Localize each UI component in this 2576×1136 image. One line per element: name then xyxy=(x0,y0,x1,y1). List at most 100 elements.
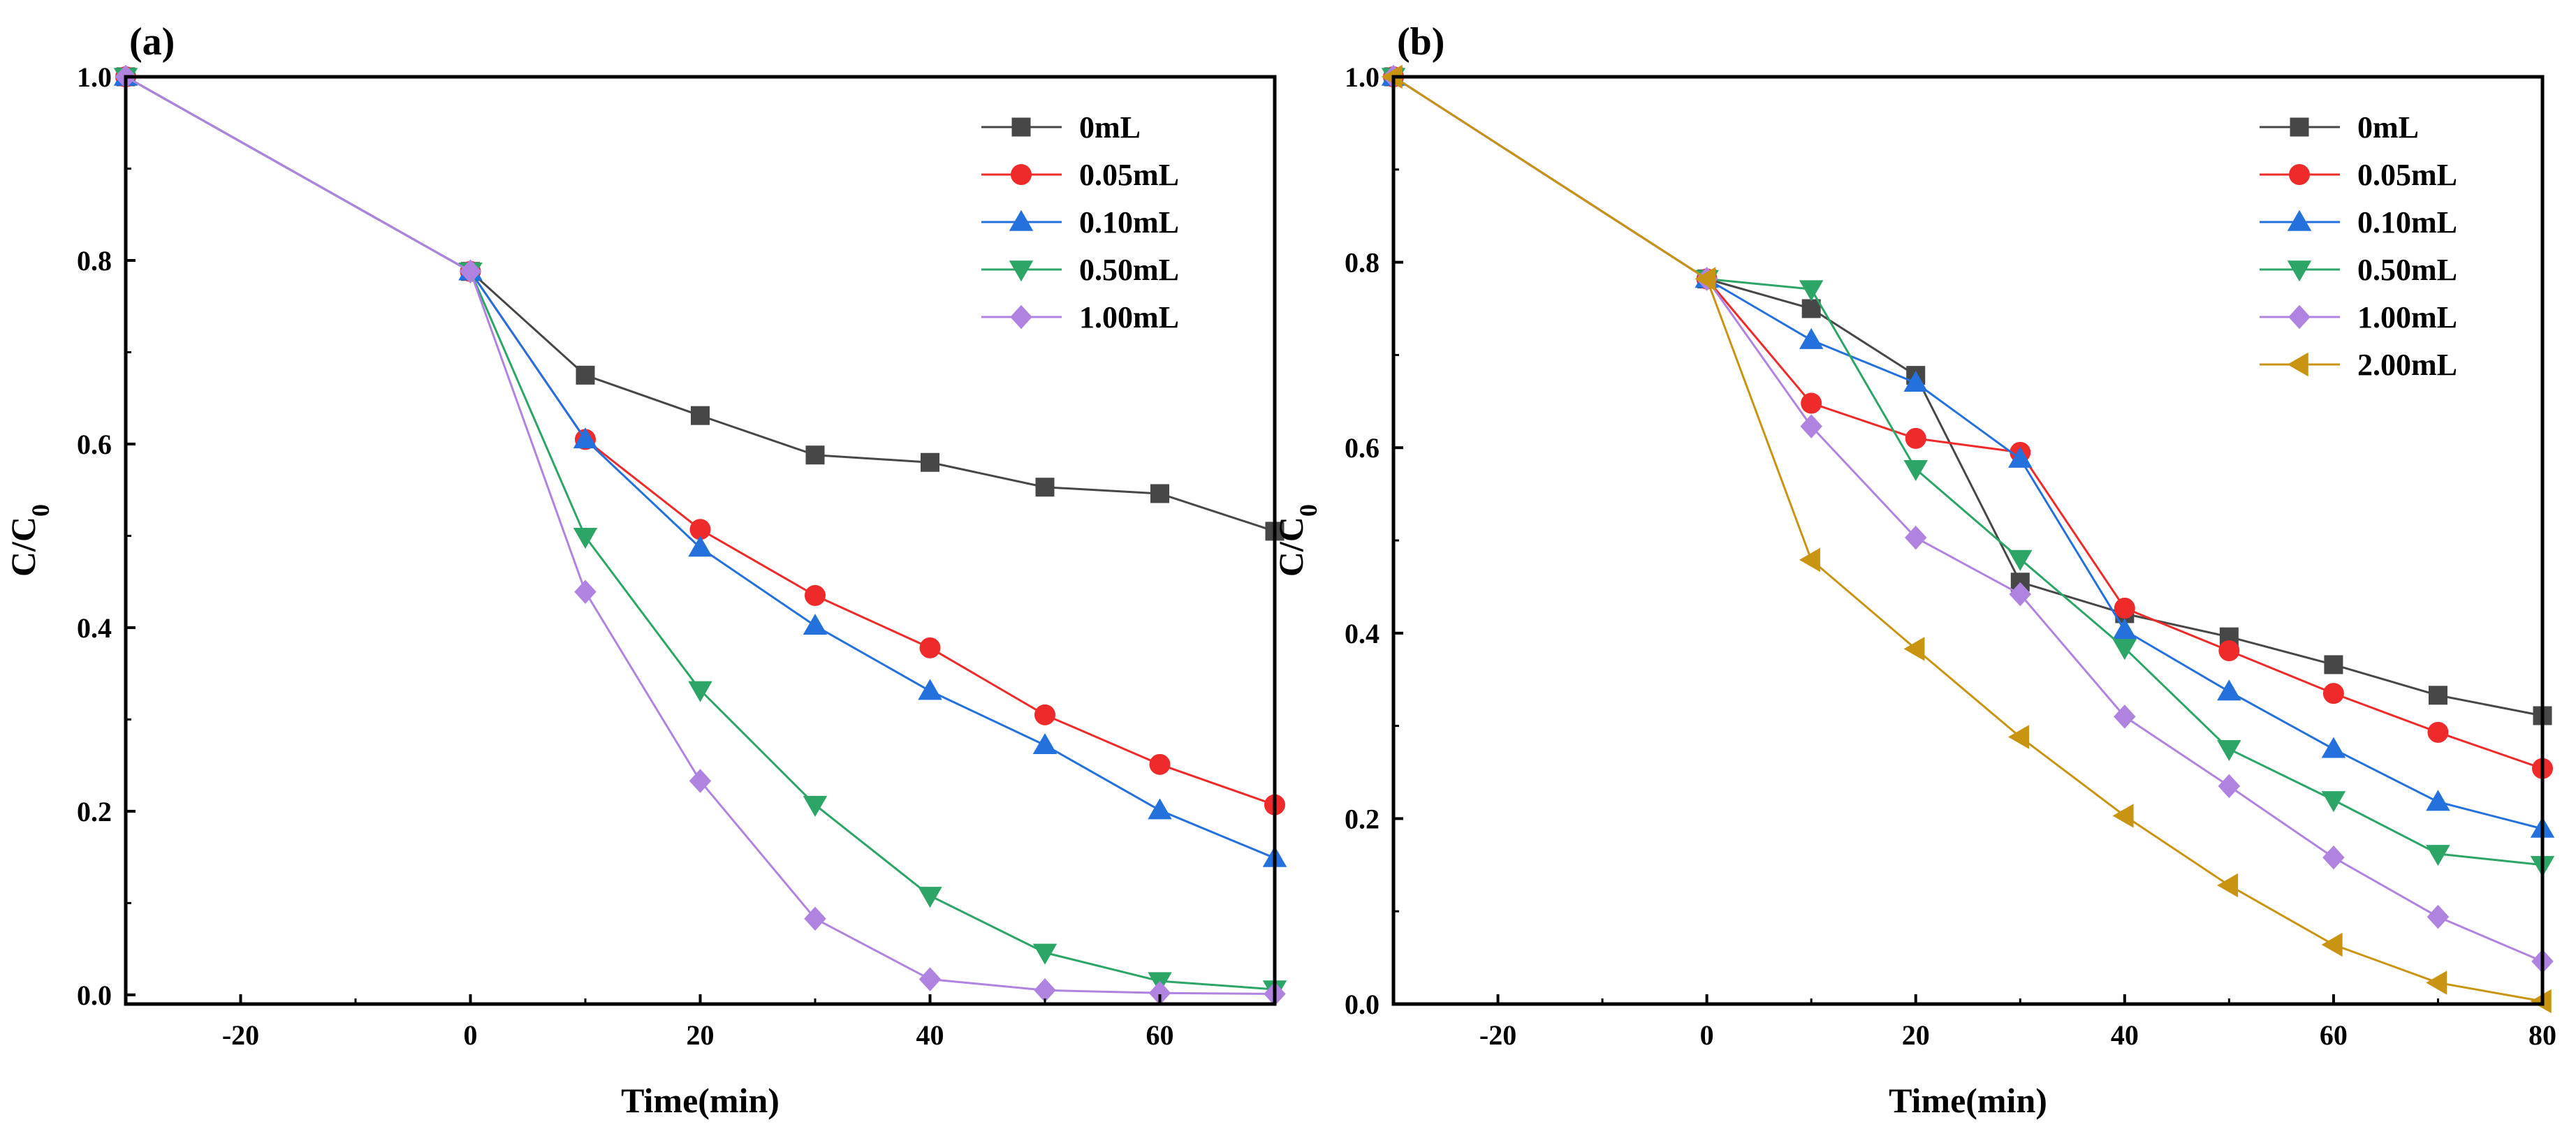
series-group xyxy=(113,64,1287,1006)
legend-marker xyxy=(2289,164,2310,185)
legend-item-1.00mL: 1.00mL xyxy=(981,300,1179,334)
data-point xyxy=(2114,597,2135,619)
x-tick-label: -20 xyxy=(1479,1019,1516,1051)
data-point xyxy=(574,580,597,604)
x-tick-label: 0 xyxy=(1700,1019,1714,1051)
data-point xyxy=(1799,280,1824,302)
legend: 0mL 0.05mL 0.10mL 0.50mL 1.00mL 2.00mL xyxy=(2260,110,2457,382)
data-point xyxy=(1034,704,1055,725)
data-point xyxy=(2426,790,2450,811)
legend-marker xyxy=(2290,117,2309,137)
data-point xyxy=(1800,414,1822,438)
legend-item-0.10mL: 0.10mL xyxy=(2260,205,2457,239)
data-point xyxy=(1032,732,1058,754)
legend-label: 2.00mL xyxy=(2357,348,2457,382)
data-point xyxy=(2114,705,2136,729)
y-tick-label: 0.2 xyxy=(1345,803,1380,834)
y-tick-label: 0.6 xyxy=(77,429,112,460)
panel-label: (a) xyxy=(129,20,175,64)
legend-item-0.05mL: 0.05mL xyxy=(981,158,1179,192)
legend-label: 0mL xyxy=(2357,110,2419,145)
data-point xyxy=(1904,525,1927,550)
data-point xyxy=(2427,904,2450,929)
x-tick-label: 40 xyxy=(916,1019,944,1051)
data-point xyxy=(805,584,826,606)
data-point xyxy=(2008,725,2030,749)
series-line-1.00mL xyxy=(1393,75,2543,963)
series-line-0mL xyxy=(1393,75,2543,717)
legend-marker xyxy=(2287,352,2308,377)
data-point xyxy=(1695,267,1716,291)
series-1.00mL xyxy=(1382,64,2554,974)
data-point xyxy=(2427,721,2449,743)
data-point xyxy=(689,769,712,793)
legend-label: 0.05mL xyxy=(2357,158,2457,192)
y-tick-label: 0.0 xyxy=(77,980,112,1011)
legend: 0mL 0.05mL 0.10mL 0.50mL 1.00mL xyxy=(981,110,1179,334)
data-point xyxy=(2217,679,2241,701)
y-tick-label: 0.8 xyxy=(1345,247,1380,279)
x-axis-title: Time(min) xyxy=(1889,1081,2047,1120)
x-tick-label: 40 xyxy=(2111,1019,2139,1051)
data-point xyxy=(573,527,598,549)
data-point xyxy=(1905,427,1926,449)
legend-marker xyxy=(2287,260,2312,282)
series-line-0.10mL xyxy=(1393,75,2543,830)
data-point xyxy=(803,795,828,817)
data-point xyxy=(2322,683,2344,705)
data-point xyxy=(2112,618,2137,640)
x-tick-label: 20 xyxy=(1902,1019,1930,1051)
legend-item-1.00mL: 1.00mL xyxy=(2260,300,2457,334)
y-tick-label: 1.0 xyxy=(1345,61,1380,93)
series-1.00mL xyxy=(115,64,1286,1006)
data-point xyxy=(804,906,826,931)
chart-panel-a: (a) -20 0 20 40 60 0.0 0.2 0.4 0.6 0.8 1.0 Time(min)… xyxy=(3,20,1287,1120)
x-tick-label: 60 xyxy=(1146,1019,1174,1051)
data-point xyxy=(2112,639,2137,661)
y-tick-label: 0.4 xyxy=(1345,618,1380,649)
data-point xyxy=(1150,484,1169,503)
y-axis-title: C/C0 xyxy=(3,504,54,577)
data-point xyxy=(1801,392,1822,414)
legend-label: 0.50mL xyxy=(1079,253,1179,287)
y-tick-label: 0.8 xyxy=(77,245,112,276)
data-point xyxy=(1032,943,1058,965)
series-line-0.10mL xyxy=(125,75,1275,860)
y-tick-label: 1.0 xyxy=(77,61,112,93)
data-point xyxy=(1035,478,1055,497)
data-point xyxy=(2217,873,2239,898)
y-tick-label: 0.2 xyxy=(77,796,112,827)
data-point xyxy=(2428,686,2447,705)
data-point xyxy=(803,614,828,635)
legend-item-0.05mL: 0.05mL xyxy=(2260,158,2457,192)
data-point xyxy=(1148,798,1172,820)
data-point xyxy=(688,536,712,557)
data-point xyxy=(918,887,942,908)
data-point xyxy=(573,427,598,449)
data-point xyxy=(2009,582,2032,607)
data-point xyxy=(1799,327,1824,349)
data-point xyxy=(919,967,942,991)
legend-item-0.50mL: 0.50mL xyxy=(981,253,1179,287)
legend-marker xyxy=(1009,260,1034,282)
legend-label: 0mL xyxy=(1079,110,1141,145)
legend-item-2.00mL: 2.00mL xyxy=(2260,348,2457,382)
x-tick-label: -20 xyxy=(222,1019,259,1051)
data-point xyxy=(2218,774,2241,799)
legend-label: 1.00mL xyxy=(1079,300,1179,334)
data-point xyxy=(691,406,710,425)
legend-label: 0.05mL xyxy=(1079,158,1179,192)
data-point xyxy=(2321,932,2343,957)
data-point xyxy=(2321,737,2346,758)
data-point xyxy=(2324,655,2343,674)
legend-item-0.10mL: 0.10mL xyxy=(981,205,1179,239)
data-point xyxy=(689,519,711,540)
legend-marker xyxy=(1011,164,1032,185)
x-axis-title: Time(min) xyxy=(621,1081,780,1120)
legend-label: 0.50mL xyxy=(2357,253,2457,287)
data-point xyxy=(1148,980,1171,1005)
x-tick-label: 80 xyxy=(2529,1019,2556,1051)
series-line-0.50mL xyxy=(1393,75,2543,866)
legend-label: 0.10mL xyxy=(1079,205,1179,239)
data-point xyxy=(1903,637,1925,661)
